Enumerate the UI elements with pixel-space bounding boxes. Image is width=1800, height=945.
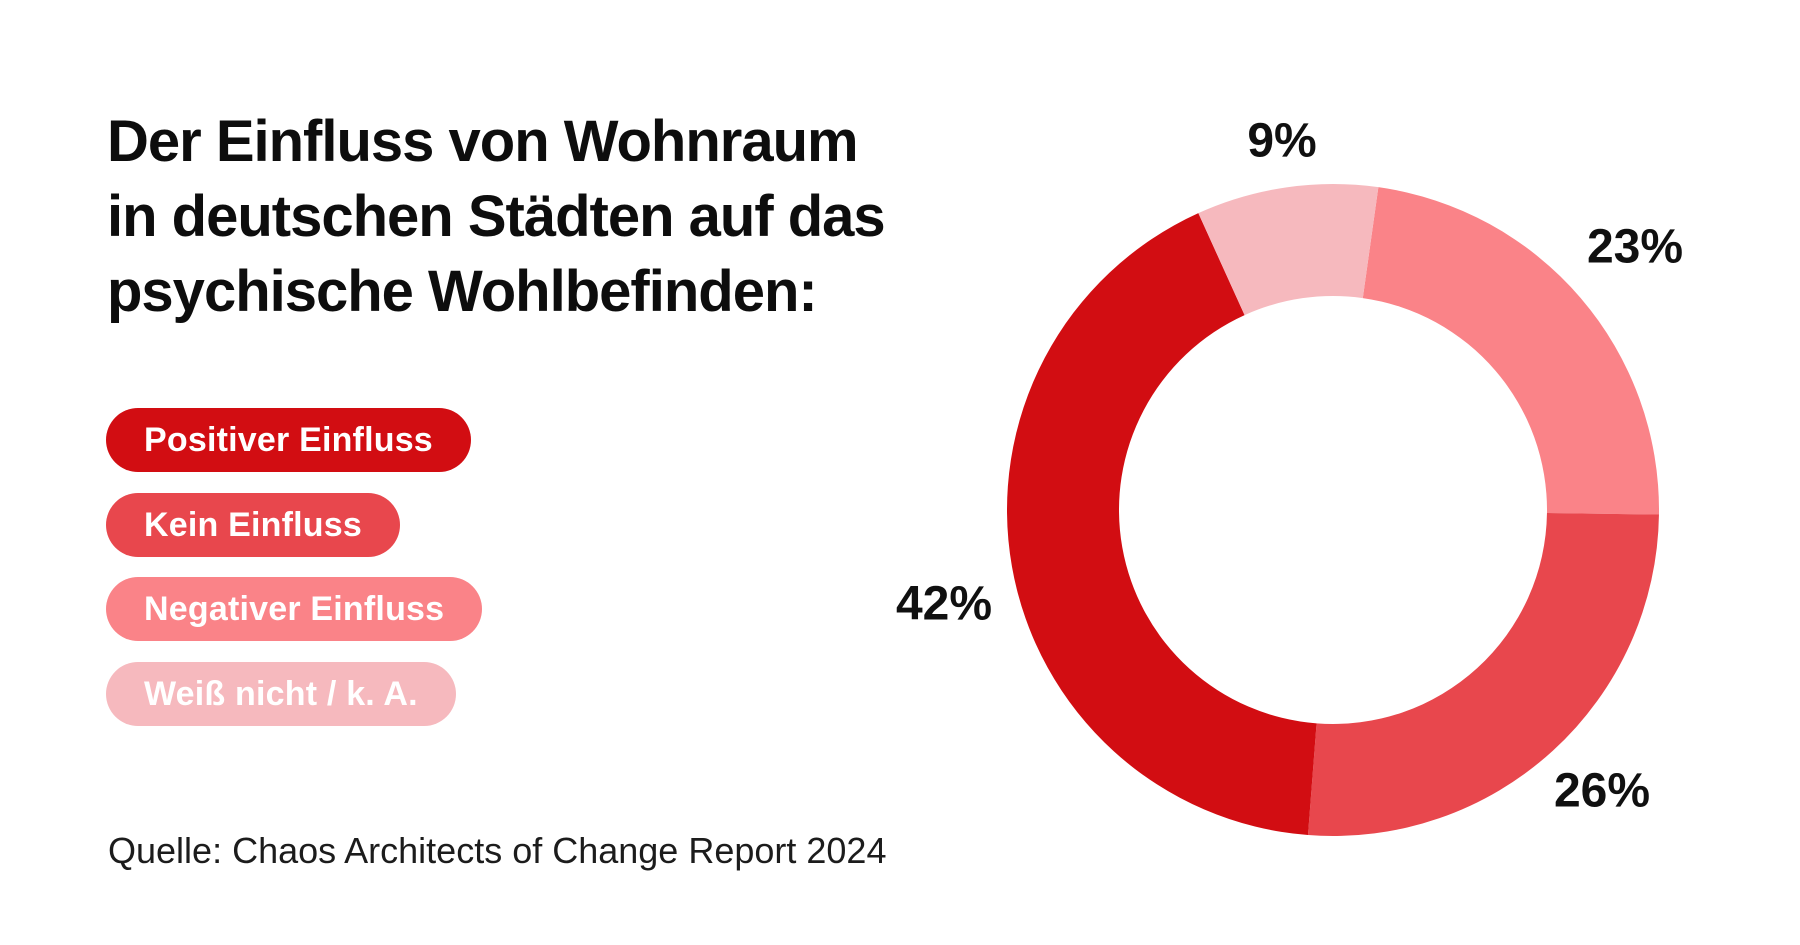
donut-segment-wei-nicht-k-a xyxy=(1198,183,1379,316)
donut-segment-negativer-einfluss xyxy=(1362,187,1660,515)
page-title: Der Einfluss von Wohnraum in deutschen S… xyxy=(107,104,886,329)
source-caption: Quelle: Chaos Architects of Change Repor… xyxy=(108,830,887,871)
legend-label: Negativer Einfluss xyxy=(144,589,445,628)
page-title-line-2: in deutschen Städten auf das xyxy=(107,184,886,249)
donut-percent-label: 9% xyxy=(1247,114,1317,168)
page-title-line-1: Der Einfluss von Wohnraum xyxy=(107,109,859,174)
legend-label: Kein Einfluss xyxy=(144,505,362,544)
donut-percent-label: 23% xyxy=(1586,220,1684,274)
legend-label: Positiver Einfluss xyxy=(144,420,433,459)
donut-percent-label: 26% xyxy=(1553,764,1651,818)
legend-pill-kein-einfluss: Kein Einfluss xyxy=(106,493,400,557)
donut-segment-positiver-einfluss xyxy=(1007,213,1317,836)
legend-pill-weiss-nicht: Weiß nicht / k. A. xyxy=(106,662,456,726)
donut-segment-kein-einfluss xyxy=(1307,512,1659,837)
donut-percent-label: 42% xyxy=(895,577,993,631)
legend-pill-positiver-einfluss: Positiver Einfluss xyxy=(106,408,471,472)
page-title-line-3: psychische Wohlbefinden: xyxy=(107,259,818,324)
legend-label: Weiß nicht / k. A. xyxy=(144,674,418,713)
legend-pill-negativer-einfluss: Negativer Einfluss xyxy=(106,577,483,641)
